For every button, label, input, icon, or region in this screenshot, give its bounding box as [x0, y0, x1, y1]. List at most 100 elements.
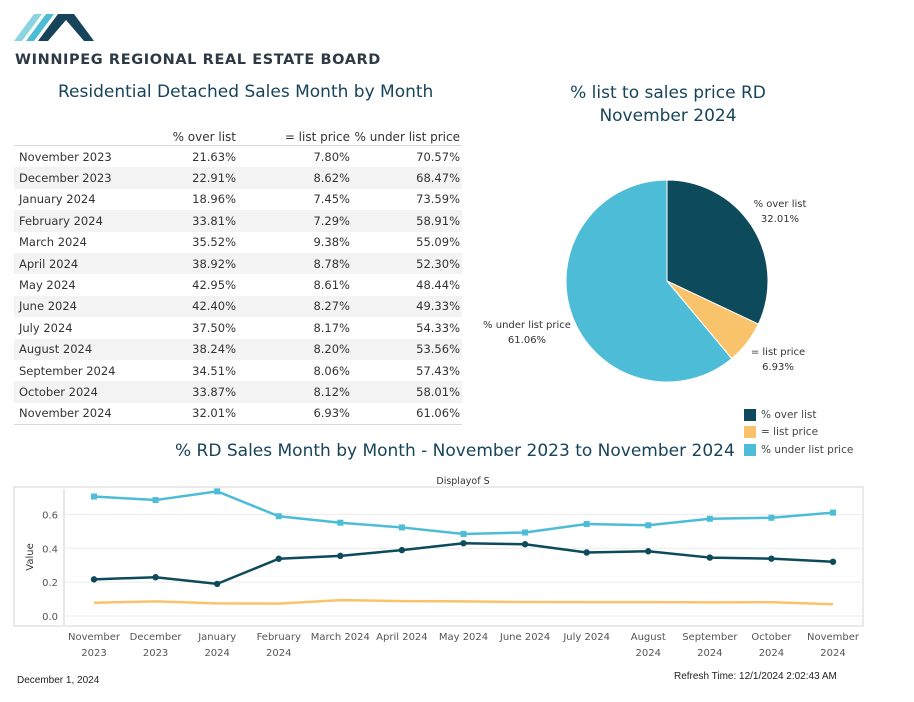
x-tick-label: August [631, 632, 666, 643]
data-point-over [213, 580, 221, 588]
header-over: % over list [172, 130, 236, 144]
org-name: WINNIPEG REGIONAL REAL ESTATE BOARD [15, 52, 381, 68]
cell-list: 8.27% [313, 299, 350, 314]
x-tick-label: April 2024 [376, 632, 427, 643]
footer-date: December 1, 2024 [17, 675, 100, 686]
cell-under: 48.44% [416, 278, 460, 293]
legend-label-list: = list price [761, 426, 819, 439]
data-point-under [398, 524, 405, 531]
data-point-under [768, 514, 775, 521]
data-point-over [90, 576, 98, 583]
data-point-over [337, 552, 344, 560]
x-tick-label: June 2024 [499, 632, 550, 643]
y-axis-label: Value [25, 543, 36, 570]
legend-swatch-under [744, 443, 756, 456]
pie-title-line2: November 2024 [599, 106, 737, 126]
data-point-over [521, 541, 529, 548]
cell-under: 53.56% [416, 342, 460, 357]
cell-under: 57.43% [416, 363, 460, 378]
y-tick-label: 0.4 [42, 544, 58, 555]
pie-label-over: % over list [754, 199, 807, 210]
table-row: November 2024 32.01% 6.93% 61.06% [14, 402, 462, 425]
table-row: May 2024 42.95% 8.61% 48.44% [14, 274, 462, 296]
series-line-under [93, 490, 834, 536]
data-point-under [91, 493, 97, 500]
cell-month: August 2024 [19, 342, 93, 357]
table-row: June 2024 42.40% 8.27% 49.33% [14, 295, 462, 318]
cell-under: 68.47% [416, 171, 460, 186]
x-tick-label: 2024 [636, 648, 661, 659]
cell-month: April 2024 [19, 256, 79, 271]
series-line-list [93, 598, 834, 606]
cell-over: 38.24% [192, 342, 236, 357]
header-under: % under list price [354, 130, 460, 144]
cell-under: 52.30% [416, 256, 460, 271]
pie-label-list: = list price [751, 347, 805, 358]
cell-month: March 2024 [19, 235, 87, 250]
series-line-over [93, 542, 834, 586]
cell-list: 8.62% [313, 171, 350, 186]
x-tick-label: October [751, 632, 792, 643]
header-list: = list price [284, 130, 350, 144]
cell-list: 7.29% [313, 213, 350, 228]
cell-month: February 2024 [19, 213, 103, 228]
cell-list: 7.45% [313, 192, 350, 207]
x-tick-label: 2024 [266, 648, 291, 659]
x-tick-label: 2023 [81, 648, 106, 659]
x-tick-label: 2024 [759, 648, 784, 659]
data-point-over [583, 549, 590, 556]
x-tick-label: 2024 [697, 648, 722, 659]
data-point-under [275, 513, 282, 520]
data-point-under [214, 488, 221, 495]
legend-item-over: % over list [744, 406, 853, 424]
cell-list: 8.20% [313, 342, 350, 357]
y-tick-label: 0.0 [42, 612, 58, 623]
data-point-under [522, 529, 529, 536]
legend-label-over: % over list [761, 408, 817, 421]
x-tick-label: September [682, 632, 738, 643]
table-row: December 2023 22.91% 8.62% 68.47% [14, 167, 462, 189]
data-point-over [460, 540, 467, 547]
table-row: February 2024 33.81% 7.29% 58.91% [14, 210, 462, 232]
cell-under: 58.91% [416, 213, 460, 228]
table-row: November 2023 21.63% 7.80% 70.57% [14, 145, 462, 168]
legend-label-under: % under list price [761, 443, 854, 456]
cell-under: 70.57% [416, 149, 460, 164]
x-tick-label: March 2024 [311, 632, 370, 643]
cell-over: 18.96% [192, 192, 236, 207]
x-tick-label: December [130, 632, 183, 643]
data-point-over [829, 558, 837, 565]
cell-list: 8.61% [313, 278, 350, 293]
data-point-over [275, 555, 282, 562]
header-month [14, 129, 156, 146]
y-tick-label: 0.6 [42, 510, 58, 521]
table-row: April 2024 38.92% 8.78% 52.30% [14, 252, 462, 275]
cell-under: 54.33% [416, 320, 460, 335]
line-chart-subtitle: Displayof S [436, 476, 489, 487]
legend-item-under: % under list price [744, 441, 853, 459]
cell-under: 58.01% [416, 384, 460, 399]
x-tick-label: 2024 [204, 648, 229, 659]
cell-list: 9.38% [313, 235, 350, 250]
pie-value-under: 61.06% [508, 335, 546, 346]
cell-over: 35.52% [192, 235, 236, 250]
table-row: September 2024 34.51% 8.06% 57.43% [14, 359, 462, 382]
cell-list: 8.17% [313, 320, 350, 335]
data-point-over [152, 574, 159, 581]
cell-under: 55.09% [416, 235, 460, 250]
legend-item-list: = list price [744, 424, 853, 442]
data-point-under [706, 515, 713, 522]
pie-title-line1: % list to sales price RD [570, 83, 766, 103]
x-tick-label: November [807, 632, 860, 643]
cell-month: June 2024 [19, 299, 77, 314]
legend-swatch-over [744, 408, 756, 421]
cell-month: October 2024 [19, 384, 98, 399]
cell-over: 21.63% [192, 149, 236, 164]
pie-slice-over [666, 179, 769, 325]
table-row: October 2024 33.87% 8.12% 58.01% [14, 381, 462, 403]
data-point-under [337, 519, 344, 526]
x-tick-label: May 2024 [439, 632, 488, 643]
cell-over: 37.50% [192, 320, 236, 335]
table-row: January 2024 18.96% 7.45% 73.59% [14, 188, 462, 211]
sales-table: % over list = list price % under list pr… [14, 129, 462, 425]
